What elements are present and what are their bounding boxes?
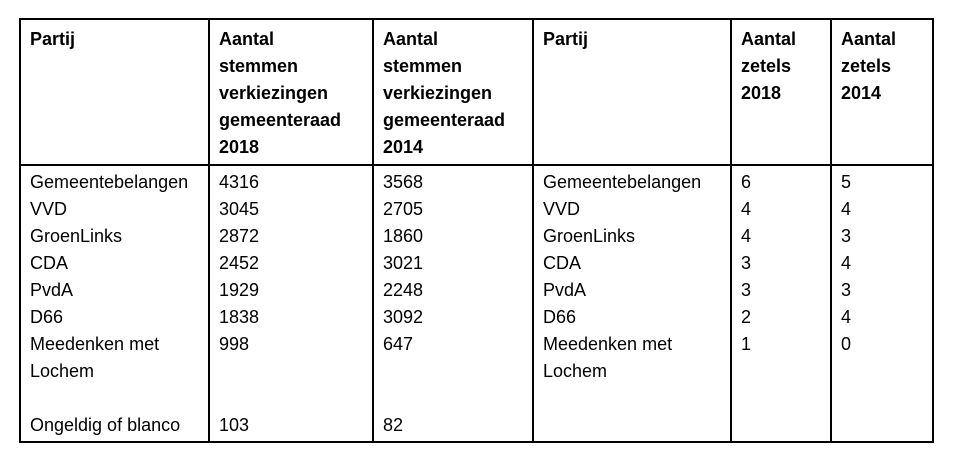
cell-line: GroenLinks [30,226,123,246]
cell-line [383,385,526,412]
cell-line: 2705 [383,199,424,219]
cell-line: stemmen [219,56,299,76]
header-seats-2018: Aantal zetels 2018 [732,20,832,166]
cell-line: PvdA [30,280,74,300]
cell-line: 4 [841,253,852,273]
cell-line [841,358,926,385]
cell-line: Aantal [841,29,897,49]
body-seats-2018: 6 4 4 3 3 2 1 [732,166,832,441]
cell-line: 82 [383,415,404,435]
cell-line: 2452 [219,253,260,273]
cell-line: 4 [841,199,852,219]
cell-line: 3568 [383,172,424,192]
cell-line: Meedenken met [543,334,673,354]
cell-line: VVD [30,199,68,219]
cell-line [741,385,824,412]
election-results-table: Partij Aantal stemmen verkiezingen gemeente… [19,18,934,443]
cell-line: 4 [741,226,752,246]
cell-line: verkiezingen [383,83,493,103]
cell-line: PvdA [543,280,587,300]
cell-line: 1929 [219,280,260,300]
cell-line: Lochem [30,361,95,381]
header-seats-2014: Aantal zetels 2014 [832,20,932,166]
cell-line: CDA [543,253,582,273]
cell-line: gemeenteraad [219,110,342,130]
cell-line [543,412,724,439]
cell-line: 1860 [383,226,424,246]
cell-line [219,358,366,385]
body-votes-2018: 4316 3045 2872 2452 1929 1838 998 103 [210,166,374,441]
cell-line: Aantal [383,29,439,49]
cell-line [543,385,724,412]
cell-line: 0 [841,334,852,354]
header-partij-seats: Partij [534,20,732,166]
cell-line: 2018 [741,83,782,103]
cell-line [741,412,824,439]
cell-line: Aantal [219,29,275,49]
cell-line: Aantal [741,29,797,49]
cell-line: 647 [383,334,414,354]
cell-line: 2014 [383,137,424,157]
cell-line: 4316 [219,172,260,192]
cell-line [219,385,366,412]
cell-line: 2018 [219,137,260,157]
cell-line: 2014 [841,83,882,103]
body-parties-seats: Gemeentebelangen VVD GroenLinks CDA PvdA D66 M… [534,166,732,441]
cell-line: gemeenteraad [383,110,506,130]
cell-line: 4 [841,307,852,327]
cell-line: CDA [30,253,69,273]
cell-line: D66 [543,307,577,327]
cell-line: 1838 [219,307,260,327]
cell-line: 3 [741,280,752,300]
cell-line: verkiezingen [219,83,329,103]
cell-line: stemmen [383,56,463,76]
body-seats-2014: 5 4 3 4 3 4 0 [832,166,932,441]
cell-line: zetels [741,56,792,76]
header-votes-2018: Aantal stemmen verkiezingen gemeenteraad 201… [210,20,374,166]
cell-line: zetels [841,56,892,76]
cell-line: 2 [741,307,752,327]
cell-line: 3 [841,226,852,246]
cell-line: D66 [30,307,64,327]
cell-line: Partij [30,29,76,49]
cell-line: 6 [741,172,752,192]
body-parties-votes: Gemeentebelangen VVD GroenLinks CDA PvdA D66 M… [21,166,210,441]
header-votes-2014: Aantal stemmen verkiezingen gemeenteraad 201… [374,20,534,166]
cell-line: VVD [543,199,581,219]
cell-line [30,385,202,412]
cell-line [741,358,824,385]
cell-line: Meedenken met [30,334,160,354]
cell-line: 103 [219,415,250,435]
cell-line [841,412,926,439]
cell-line: 3 [741,253,752,273]
cell-line: 4 [741,199,752,219]
cell-line: Ongeldig of blanco [30,415,181,435]
cell-line: 2248 [383,280,424,300]
cell-line: 3 [841,280,852,300]
body-votes-2014: 3568 2705 1860 3021 2248 3092 647 82 [374,166,534,441]
cell-line: Gemeentebelangen [543,172,702,192]
cell-line: 998 [219,334,250,354]
cell-line [841,385,926,412]
header-partij-votes: Partij [21,20,210,166]
cell-line [383,358,526,385]
cell-line: 5 [841,172,852,192]
cell-line: Gemeentebelangen [30,172,189,192]
cell-line: 3045 [219,199,260,219]
cell-line: 2872 [219,226,260,246]
cell-line: Lochem [543,361,608,381]
cell-line: 3092 [383,307,424,327]
cell-line: 1 [741,334,752,354]
cell-line: Partij [543,29,589,49]
cell-line: GroenLinks [543,226,636,246]
cell-line: 3021 [383,253,424,273]
